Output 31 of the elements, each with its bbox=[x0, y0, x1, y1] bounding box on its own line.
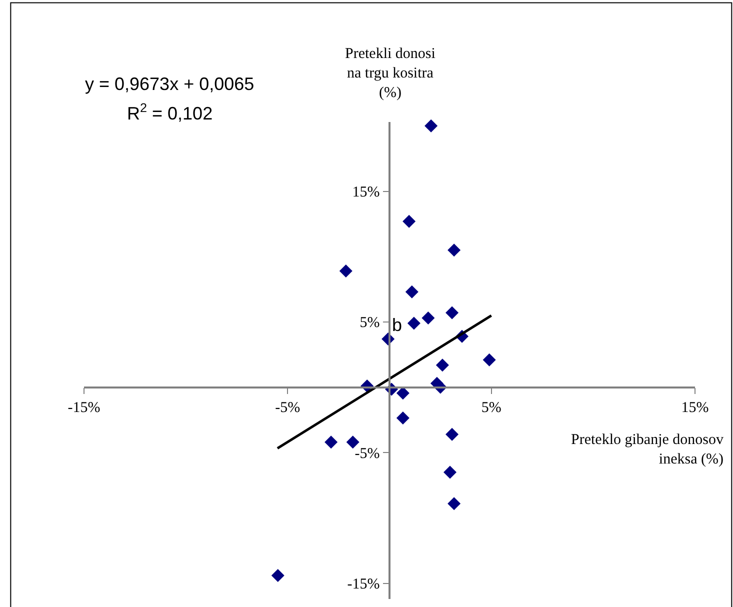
point bbox=[271, 568, 284, 582]
point bbox=[346, 436, 360, 449]
point bbox=[448, 244, 461, 257]
point bbox=[396, 386, 410, 400]
x-axis-title: Preteklo gibanje donosov ineksa (%) bbox=[571, 432, 724, 468]
x-tick-label: 15% bbox=[681, 400, 709, 416]
point bbox=[482, 353, 496, 366]
point bbox=[396, 412, 410, 424]
point bbox=[339, 264, 352, 278]
point bbox=[443, 466, 456, 479]
y-axis-title: Pretekli donosi na trgu kositra (%) bbox=[345, 46, 436, 101]
x-tick-label: 5% bbox=[481, 400, 502, 416]
point bbox=[446, 428, 459, 441]
annotation: R$^{2}$ = 0,102 bbox=[127, 101, 213, 124]
point bbox=[424, 119, 438, 132]
y-tick-label: -15% bbox=[347, 576, 380, 593]
x-tick-label: -5% bbox=[275, 400, 300, 416]
point bbox=[405, 285, 418, 298]
annotation: b bbox=[392, 315, 402, 335]
point bbox=[324, 436, 338, 449]
y-tick-label: 15% bbox=[352, 184, 380, 201]
y-tick-label: 5% bbox=[360, 315, 380, 332]
y-tick-label: -5% bbox=[354, 446, 380, 462]
point bbox=[402, 214, 416, 228]
point bbox=[446, 306, 459, 320]
point bbox=[422, 312, 435, 325]
x-tick-label: -15% bbox=[68, 400, 100, 416]
text: y = 0,9673x + 0,0065 bbox=[85, 74, 254, 94]
point bbox=[407, 316, 420, 330]
point bbox=[448, 497, 461, 510]
point bbox=[436, 358, 449, 372]
